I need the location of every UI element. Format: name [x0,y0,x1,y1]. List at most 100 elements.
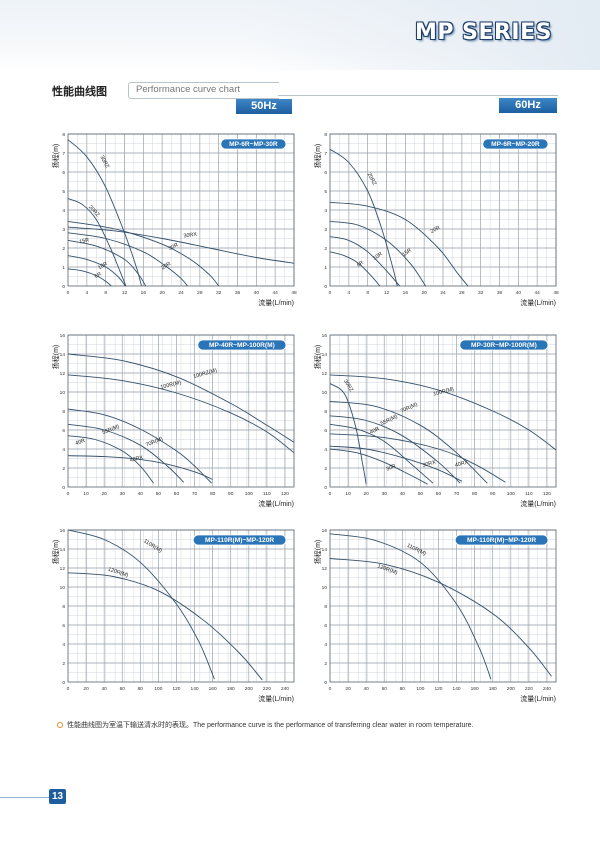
x-tick-label: 8 [366,290,369,296]
y-tick-label: 6 [62,170,65,176]
x-tick-label: 110 [263,491,271,497]
x-tick-label: 80 [210,491,216,497]
series-line-40rx [329,433,506,483]
model-badge-label: MP-40R~MP-100R(M) [209,342,275,349]
x-axis-label: 流量(L/min) [258,298,294,307]
model-badge [482,138,549,150]
x-tick-label: 100 [245,491,253,497]
x-tick-label: 12 [384,290,390,296]
x-tick-label: 48 [553,290,559,296]
y-tick-label: 6 [324,428,327,434]
y-tick-label: 0 [62,680,65,686]
series-label: 20R [430,225,442,235]
model-badge [197,339,287,351]
y-tick-label: 6 [62,428,65,434]
x-tick-label: 30 [382,491,388,497]
series-line-100r-m- [329,374,557,451]
series-label: 40R [75,438,86,447]
y-tick-label: 12 [60,566,66,572]
y-tick-label: 0 [62,485,65,491]
section-title-en: Performance curve chart [136,84,241,95]
series-label: 6R [356,260,365,269]
plot-frame [67,133,295,287]
y-tick-label: 16 [322,333,328,339]
series-label: 70R(M) [145,436,164,448]
x-tick-label: 40 [363,686,369,692]
y-tick-label: 16 [60,333,66,339]
y-tick-label: 10 [322,390,328,396]
y-tick-label: 12 [322,371,328,377]
y-tick-label: 14 [60,547,66,553]
y-axis-label: 扬程(m) [313,540,322,565]
x-tick-label: 40 [138,491,144,497]
series-label: 30RZ [98,155,110,170]
series-line-20r [329,201,469,287]
y-axis-label: 扬程(m) [51,345,60,370]
y-tick-label: 2 [62,661,65,667]
series-line-6r [67,268,112,287]
chart-60hz-mp110r-120r: 20 40 60 80 100 120 140 160 180 200 220 24002468101… [313,528,557,703]
x-tick-label: 12 [122,290,128,296]
x-tick-label: 80 [472,491,478,497]
plot-frame [329,334,557,488]
x-tick-label: 10 [83,491,89,497]
y-axis-label: 扬程(m) [51,540,60,565]
x-tick-label: 44 [272,290,278,296]
plot-frame [329,133,557,287]
series-line-30rx [329,445,463,482]
series-label: 30R [385,463,397,472]
x-tick-label: 40 [400,491,406,497]
series-label: 20R [161,261,173,271]
x-tick-label: 180 [227,686,235,692]
series-label: 30RX [422,459,437,469]
x-tick-label: 20 [345,686,351,692]
badge-60hz: 60Hz [499,98,557,113]
y-tick-label: 2 [324,246,327,252]
series-label: 40RX [129,455,144,464]
badge-50hz: 50Hz [236,99,292,114]
y-tick-label: 16 [60,528,66,534]
y-tick-label: 5 [62,189,65,195]
x-tick-label: 24 [440,290,446,296]
x-tick-label: 4 [85,290,88,296]
y-tick-label: 14 [60,352,66,358]
plot-frame [329,529,557,683]
series-line-20rz [329,148,398,287]
y-tick-label: 10 [322,585,328,591]
x-tick-label: 50 [156,491,162,497]
y-tick-label: 7 [324,151,327,157]
series-label: 30RZ [342,379,354,394]
series-line-100rz-m- [67,353,295,443]
plot-frame [67,529,295,683]
x-tick-label: 32 [216,290,222,296]
x-tick-label: 90 [490,491,496,497]
x-tick-label: 0 [67,491,70,497]
series-line-30r [329,448,428,485]
x-tick-label: 60 [174,491,180,497]
x-tick-label: 28 [459,290,465,296]
x-tick-label: 16 [141,290,147,296]
series-line-40rx [67,455,213,480]
model-badge [454,534,549,546]
series-line-30rz [67,139,142,287]
x-axis-label: 流量(L/min) [520,298,556,307]
x-axis-label: 流量(L/min) [258,694,294,703]
x-tick-label: 220 [525,686,533,692]
x-tick-label: 70 [192,491,198,497]
x-axis-label: 流量(L/min) [258,499,294,508]
series-line-40r [329,423,434,484]
series-label: 15R [401,248,413,259]
section-title-frame [128,82,279,99]
x-tick-label: 90 [228,491,234,497]
y-tick-label: 4 [62,208,65,214]
series-label: 100R(M) [433,386,455,397]
series-line-70r-m- [67,408,212,484]
series-line-10r [329,236,401,287]
series-line-110r-m- [67,529,215,680]
section-heading: 性能曲线图 Performance curve chart [52,82,558,99]
y-axis-label: 扬程(m) [51,144,60,169]
x-tick-label: 28 [197,290,203,296]
footnote-bullet-icon [57,722,63,729]
x-tick-label: 180 [489,686,497,692]
x-tick-label: 120 [543,491,551,497]
